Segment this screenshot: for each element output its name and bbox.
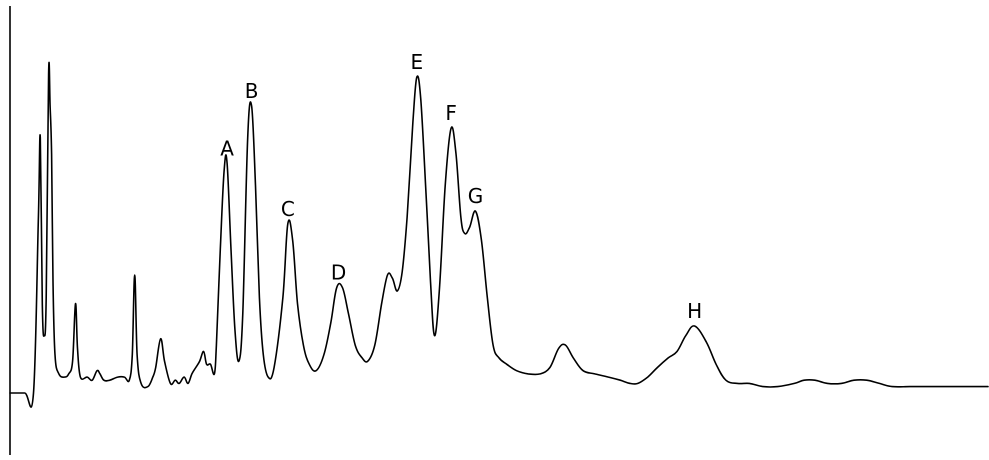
peak-label-a: A (220, 136, 234, 160)
peak-label-g: G (468, 184, 484, 208)
peak-label-c: C (281, 197, 295, 221)
peak-label-f: F (445, 101, 457, 125)
peak-label-d: D (331, 261, 346, 285)
chromatogram-trace (9, 61, 989, 408)
peak-label-h: H (687, 299, 702, 323)
peak-label-e: E (410, 50, 423, 74)
peak-label-b: B (245, 79, 259, 103)
peak-labels: A B C D E F G H (220, 50, 702, 323)
